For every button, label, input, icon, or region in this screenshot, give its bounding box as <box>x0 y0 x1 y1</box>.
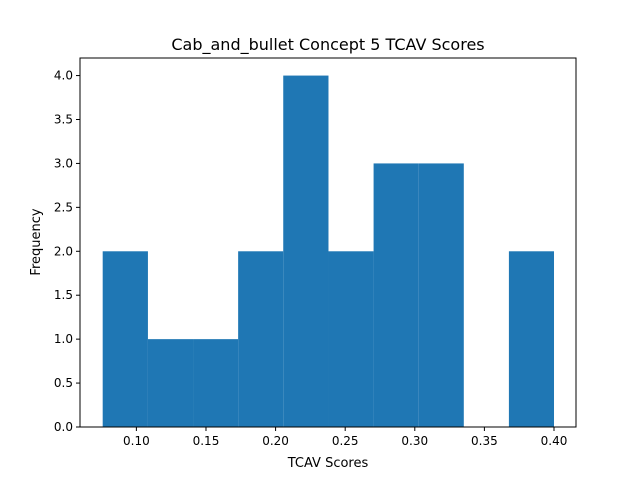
x-axis-ticks: 0.10 0.15 0.20 0.25 0.30 0.35 0.40 <box>123 427 567 448</box>
x-tick-label: 0.35 <box>471 434 498 448</box>
y-tick-label: 2.5 <box>54 200 73 214</box>
histogram-bar-5 <box>328 251 374 427</box>
y-tick-label: 2.0 <box>54 244 73 258</box>
y-tick-label: 4.0 <box>54 69 73 83</box>
plot-frame <box>79 57 577 428</box>
y-tick-label: 0.0 <box>54 420 73 434</box>
x-tick-label: 0.30 <box>401 434 428 448</box>
chart-title: Cab_and_bullet Concept 5 TCAV Scores <box>171 35 484 55</box>
histogram-bar-0 <box>102 251 148 427</box>
histogram-bar-2 <box>193 339 239 427</box>
x-tick-label: 0.25 <box>332 434 359 448</box>
y-tick-label: 3.0 <box>54 156 73 170</box>
y-axis-label: Frequency <box>29 208 44 275</box>
histogram-bar-6 <box>373 163 419 427</box>
x-tick-label: 0.10 <box>123 434 150 448</box>
x-tick-label: 0.20 <box>262 434 289 448</box>
y-tick-label: 0.5 <box>54 376 73 390</box>
x-tick-label: 0.15 <box>193 434 220 448</box>
histogram-bar-3 <box>238 251 284 427</box>
histogram-bar-4 <box>283 75 329 428</box>
histogram-bar-7 <box>418 163 464 427</box>
y-tick-label: 3.5 <box>54 113 73 127</box>
x-axis-label: TCAV Scores <box>287 456 369 471</box>
y-tick-label: 1.0 <box>54 332 73 346</box>
histogram-bar-1 <box>147 339 194 427</box>
x-tick-label: 0.40 <box>541 434 568 448</box>
y-axis-ticks: 0.0 0.5 1.0 1.5 2.0 2.5 3.0 3.5 4.0 <box>54 69 80 434</box>
y-tick-label: 1.5 <box>54 288 73 302</box>
histogram-bar-9 <box>508 251 555 427</box>
histogram-bars <box>102 75 555 428</box>
